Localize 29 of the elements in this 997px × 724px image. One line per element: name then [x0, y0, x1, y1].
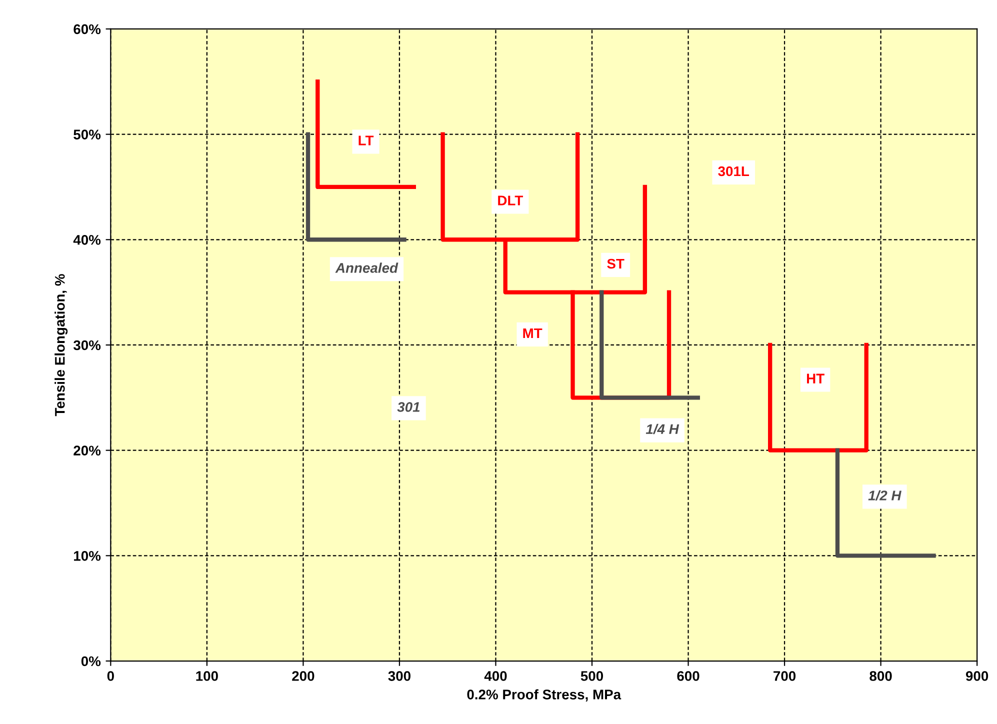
- y-tick-label: 40%: [73, 234, 101, 245]
- y-tick-label: 50%: [74, 130, 101, 140]
- y-tick-label: 0%: [81, 656, 101, 666]
- x-tick-label: 500: [580, 671, 604, 681]
- series-label: 1/4 H: [646, 424, 680, 434]
- x-tick-label: 600: [677, 671, 700, 681]
- x-tick-label: 400: [484, 671, 507, 681]
- x-tick-label: 800: [870, 671, 892, 681]
- series-label: Annealed: [335, 262, 398, 273]
- x-tick-label: 300: [388, 671, 410, 681]
- text: HT: [807, 374, 824, 384]
- y-tick-label: 30%: [73, 340, 101, 350]
- x-tick-label: 200: [292, 671, 314, 681]
- y-axis-title: Tensile Elongation, %: [54, 274, 68, 416]
- text: MT: [523, 328, 542, 338]
- y-tick-label: 20%: [74, 446, 101, 456]
- x-tick-label: 0: [107, 671, 114, 681]
- x-tick-label: 100: [196, 671, 218, 681]
- annotation: 301: [397, 402, 420, 412]
- series-label: ST: [607, 258, 624, 269]
- text: LT: [358, 136, 374, 146]
- y-tick-label: 60%: [74, 24, 101, 34]
- x-tick-label: 900: [966, 671, 988, 681]
- annotation: 301L: [718, 166, 750, 176]
- x-axis-title: 0.2% Proof Stress, MPa: [467, 689, 622, 702]
- text: 1/2 H: [868, 490, 902, 501]
- x-tick-label: 700: [774, 671, 796, 681]
- y-tick-label: 10%: [74, 551, 101, 561]
- text: DLT: [498, 196, 524, 206]
